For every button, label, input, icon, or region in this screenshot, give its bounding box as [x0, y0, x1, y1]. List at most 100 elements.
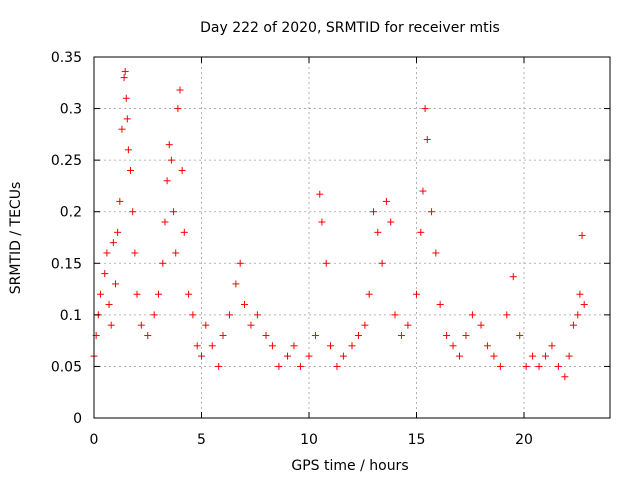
data-point — [449, 342, 457, 350]
y-tick-label: 0.2 — [60, 205, 82, 221]
data-point — [509, 273, 517, 281]
chart-title: Day 222 of 2020, SRMTID for receiver mti… — [200, 20, 500, 36]
data-point — [462, 331, 470, 339]
data-point — [262, 331, 270, 339]
data-point — [503, 311, 511, 319]
data-point — [275, 362, 283, 370]
data-point — [548, 342, 556, 350]
data-point — [165, 141, 173, 149]
x-tick-label: 10 — [300, 432, 318, 448]
data-point — [322, 259, 330, 267]
data-point — [202, 321, 210, 329]
data-point — [561, 373, 569, 381]
data-point — [305, 352, 313, 360]
data-point — [193, 342, 201, 350]
data-point — [432, 249, 440, 257]
data-point — [215, 362, 223, 370]
data-point — [428, 208, 436, 216]
data-point — [569, 321, 577, 329]
data-point — [185, 290, 193, 298]
data-point — [413, 290, 420, 298]
data-point — [170, 208, 178, 216]
data-point — [150, 311, 158, 319]
data-point — [198, 352, 205, 360]
data-point — [241, 301, 248, 309]
data-point — [129, 208, 137, 216]
data-point — [339, 352, 347, 360]
plot-border — [93, 56, 611, 419]
data-point — [316, 190, 324, 198]
data-point — [163, 177, 171, 185]
data-point — [131, 249, 139, 257]
data-point — [118, 125, 126, 133]
data-point — [268, 342, 276, 350]
data-point — [122, 94, 130, 102]
data-point — [133, 290, 141, 298]
y-axis-label: SRMTID / TECUs — [8, 182, 24, 295]
data-point — [423, 136, 431, 144]
data-point — [144, 331, 152, 339]
data-point — [578, 231, 586, 239]
x-axis-ticks: 0 5 10 15 20 — [90, 57, 533, 448]
data-point — [178, 166, 186, 174]
data-point — [522, 362, 530, 370]
data-point — [236, 259, 244, 267]
data-point — [565, 352, 573, 360]
data-point — [161, 218, 169, 226]
data-point — [354, 331, 362, 339]
data-point — [391, 311, 399, 319]
data-point — [121, 67, 129, 75]
data-point — [296, 362, 304, 370]
data-point — [365, 290, 373, 298]
data-point — [370, 208, 377, 216]
data-point — [419, 187, 427, 195]
data-point — [137, 321, 145, 329]
data-point — [284, 352, 291, 360]
data-point — [468, 311, 476, 319]
data-point — [348, 342, 356, 350]
data-point — [247, 321, 255, 329]
data-point — [378, 259, 386, 267]
y-axis-ticks: 0 0.05 0.1 0.15 0.2 0.25 0.3 0.35 — [51, 50, 610, 427]
data-point — [456, 352, 463, 360]
y-tick-label: 0.3 — [60, 102, 82, 118]
data-point — [382, 197, 390, 205]
data-point — [120, 74, 128, 82]
y-tick-label: 0.25 — [51, 153, 82, 169]
y-tick-label: 0 — [73, 411, 82, 427]
data-point — [116, 197, 124, 205]
data-point — [580, 301, 588, 309]
data-point — [574, 311, 582, 319]
data-point — [327, 342, 334, 350]
data-point — [554, 362, 562, 370]
data-point — [477, 321, 485, 329]
data-point — [496, 362, 504, 370]
y-tick-label: 0.35 — [51, 50, 82, 66]
x-axis-label: GPS time / hours — [291, 458, 408, 474]
data-point — [176, 86, 184, 94]
data-point — [535, 362, 543, 370]
data-point — [542, 352, 549, 360]
data-point — [109, 239, 117, 247]
data-point — [208, 342, 216, 350]
y-tick-label: 0.1 — [60, 308, 82, 324]
data-point — [404, 321, 412, 329]
data-point — [374, 228, 382, 236]
data-point — [180, 228, 188, 236]
data-point — [124, 146, 132, 154]
data-point — [443, 331, 451, 339]
data-point — [361, 321, 369, 329]
data-point — [333, 362, 341, 370]
data-point — [253, 311, 261, 319]
x-tick-label: 5 — [197, 432, 206, 448]
data-point — [483, 342, 491, 350]
data-point — [436, 301, 444, 309]
data-point — [114, 228, 122, 236]
data-point — [490, 352, 498, 360]
data-point — [123, 115, 131, 123]
y-tick-label: 0.15 — [51, 256, 82, 272]
data-point — [172, 249, 180, 257]
x-tick-label: 20 — [515, 432, 533, 448]
